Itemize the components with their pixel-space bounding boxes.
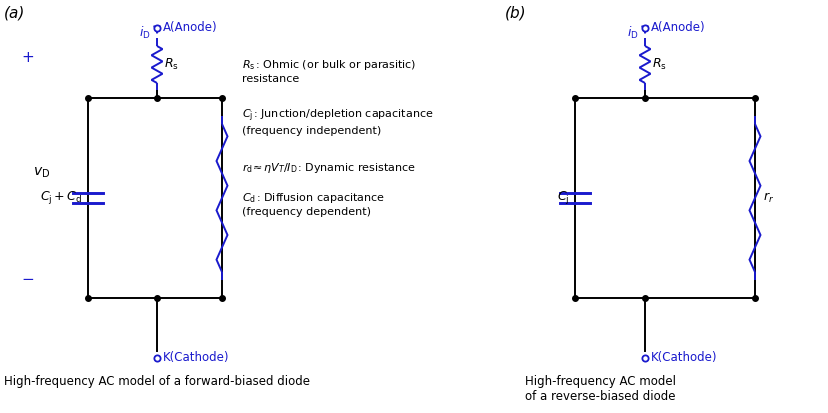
Text: $C_\mathrm{d}$ : Diffusion capacitance
(frequency dependent): $C_\mathrm{d}$ : Diffusion capacitance (… <box>242 191 384 216</box>
Text: $r_r$: $r_r$ <box>762 191 773 205</box>
Text: $i_\mathrm{D}$: $i_\mathrm{D}$ <box>627 25 638 41</box>
Text: (b): (b) <box>504 5 526 20</box>
Text: $C_\mathrm{j}$ : Junction/depletion capacitance
(frequency independent): $C_\mathrm{j}$ : Junction/depletion capa… <box>242 108 433 136</box>
Text: High-frequency AC model of a forward-biased diode: High-frequency AC model of a forward-bia… <box>4 375 310 388</box>
Text: $r_\mathrm{d}$ ≈ $\eta V_T/I_\mathrm{D}$ : Dynamic resistance: $r_\mathrm{d}$ ≈ $\eta V_T/I_\mathrm{D}$… <box>242 161 416 175</box>
Text: $+$: $+$ <box>22 50 35 66</box>
Text: $-$: $-$ <box>22 271 35 285</box>
Text: A(Anode): A(Anode) <box>163 21 218 35</box>
Text: A(Anode): A(Anode) <box>650 21 705 35</box>
Text: $C_\mathrm{j}$: $C_\mathrm{j}$ <box>556 190 568 206</box>
Text: (a): (a) <box>4 5 26 20</box>
Text: $C_\mathrm{j}+C_\mathrm{d}$: $C_\mathrm{j}+C_\mathrm{d}$ <box>40 190 82 206</box>
Text: K(Cathode): K(Cathode) <box>163 351 229 365</box>
Text: $R_\mathrm{s}$: $R_\mathrm{s}$ <box>164 57 179 72</box>
Text: $i_\mathrm{D}$: $i_\mathrm{D}$ <box>139 25 151 41</box>
Text: $R_\mathrm{s}$: $R_\mathrm{s}$ <box>651 57 666 72</box>
Text: $R_\mathrm{s}$ : Ohmic (or bulk or parasitic)
resistance: $R_\mathrm{s}$ : Ohmic (or bulk or paras… <box>242 58 416 83</box>
Text: K(Cathode): K(Cathode) <box>650 351 717 365</box>
Text: $v_\mathrm{D}$: $v_\mathrm{D}$ <box>33 166 51 180</box>
Text: High-frequency AC model
of a reverse-biased diode: High-frequency AC model of a reverse-bia… <box>524 375 675 403</box>
